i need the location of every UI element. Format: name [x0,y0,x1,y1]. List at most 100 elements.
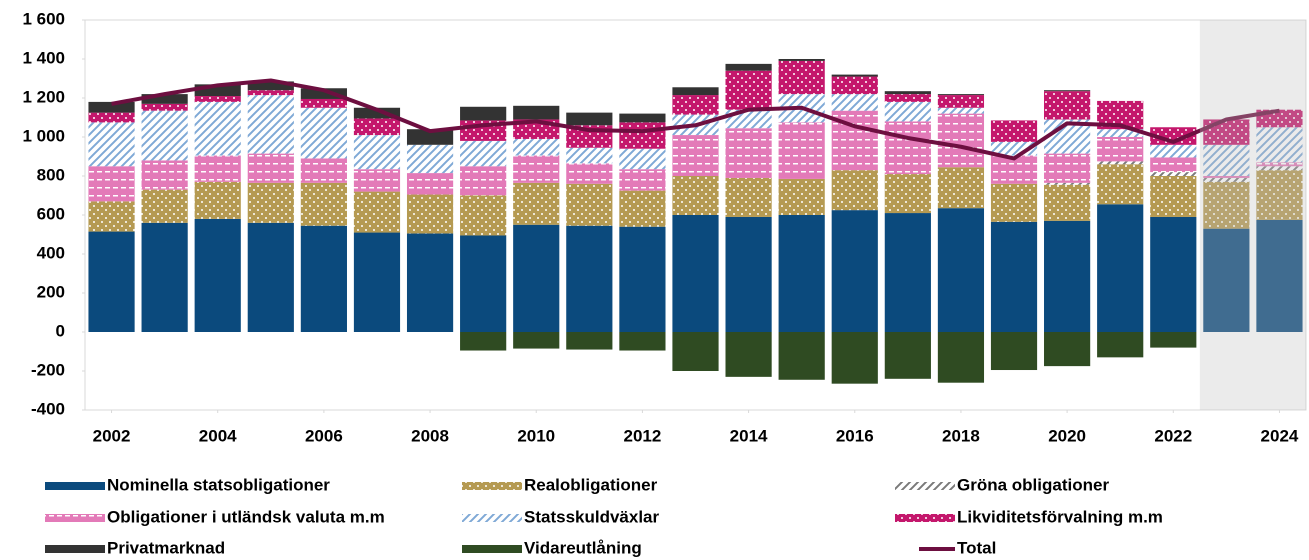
bar-segment [672,215,719,332]
bar-segment [1150,127,1197,145]
bar-segment [460,166,507,196]
legend-label: Total [957,538,996,557]
bar-segment [1150,332,1197,348]
x-tick-label: 2004 [199,426,237,445]
bar-segment [1097,164,1144,205]
y-tick-label: 1 000 [22,126,65,145]
bar-segment [88,231,135,332]
plot [88,59,1303,384]
bar-segment [513,224,560,332]
bar-segment [460,235,507,332]
bar-segment [141,160,188,190]
bar-segment [141,189,188,223]
bar-segment [778,178,825,215]
bar-segment [460,140,507,167]
bar-segment [672,135,719,176]
bar-segment [884,91,931,95]
legend-label: Vidareutlåning [524,538,642,557]
bar-segment [513,138,560,156]
bar-segment [1150,172,1197,176]
bar-segment [937,113,985,168]
bar-segment [1097,161,1144,165]
bar-segment [300,98,347,108]
bar-segment [141,94,188,104]
bar-segment [566,332,613,350]
bar-segment [194,218,241,332]
bar-segment [778,60,825,95]
bar-segment [353,118,401,136]
bar-segment [300,107,347,159]
bar-segment [1097,204,1144,332]
bar-segment [1256,127,1303,163]
y-tick-label: 200 [37,282,65,301]
bar-segment [300,88,347,99]
bar-segment [300,225,347,332]
bar-segment [619,226,666,332]
bar-segment [247,222,294,332]
bar-segment [513,182,560,225]
legend-label: Nominella statsobligationer [107,475,330,494]
bar-segment [1256,219,1303,332]
bar-segment [247,90,294,96]
bar-segment [1203,228,1250,332]
bar-segment [406,194,454,234]
bar-segment [1150,144,1197,158]
bar-segment [1203,177,1250,182]
x-tick-label: 2008 [411,426,449,445]
legend-label: Likviditetsförvalning m.m [957,507,1163,526]
bar-segment [937,208,985,332]
bar-segment [619,169,666,191]
bar-segment [672,87,719,96]
bar-segment [566,163,613,184]
x-tick-label: 2016 [836,426,874,445]
bar-segment [247,95,294,154]
bar-segment [884,174,931,214]
bar-segment [1044,90,1091,92]
legend-swatch [45,545,105,553]
total-line [111,78,1280,161]
y-tick-label: 400 [37,243,65,262]
bar-segment [831,76,878,95]
bar-segment [194,96,241,102]
y-tick-label: 600 [37,204,65,223]
bar-segment [884,332,931,379]
bar-segment [353,191,401,233]
bar-segment [778,215,825,332]
y-tick-label: -200 [31,360,65,379]
bar-segment [460,195,507,236]
x-tick-label: 2024 [1261,426,1299,445]
bar-segment [831,332,878,384]
bar-segment [1044,153,1091,183]
bar-segment [1044,91,1091,120]
bar-segment [1044,182,1091,185]
x-tick-label: 2020 [1048,426,1086,445]
bar-segment [566,112,613,126]
x-tick-label: 2006 [305,426,343,445]
legend-swatch [462,545,522,553]
bar-segment [566,147,613,164]
bar-segment [513,155,560,183]
bar-segment [300,158,347,183]
bar-segment [1256,170,1303,220]
bar-segment [88,201,135,232]
legend-swatch [45,514,105,522]
bar-segment [406,129,454,145]
legend-label: Gröna obligationer [957,475,1109,494]
y-tick-label: 1 400 [22,48,65,67]
y-tick-label: 1 200 [22,87,65,106]
bar-segment [406,233,454,332]
y-tick-label: 0 [56,321,65,340]
bar-segment [406,144,454,174]
bar-segment [884,213,931,332]
bar-segment [778,59,825,61]
bar-segment [194,155,241,182]
bar-segment [619,148,666,170]
bar-segment [725,216,772,332]
bar-segment [141,103,188,111]
bar-segment [88,112,135,123]
bar-segment [831,94,878,111]
bar-segment [1203,144,1250,176]
bar-segment [884,121,931,175]
x-tick-label: 2018 [942,426,980,445]
